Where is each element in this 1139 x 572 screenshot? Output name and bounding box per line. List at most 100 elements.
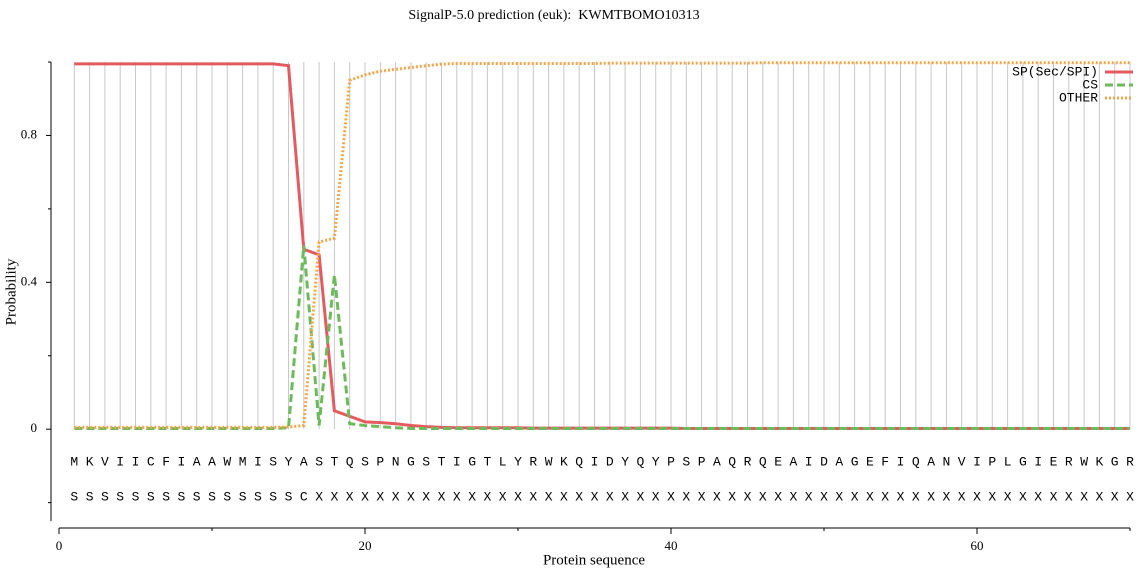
residue: A [927,454,935,469]
prediction-label: X [376,489,384,504]
prediction-label: X [468,489,476,504]
prediction-label: X [560,489,568,504]
prediction-label: X [744,489,752,504]
residue: S [361,454,369,469]
residue: G [407,454,415,469]
residue: F [162,454,170,469]
prediction-label: X [1034,489,1042,504]
prediction-label: X [346,489,354,504]
residue: D [820,454,828,469]
prediction-label: X [988,489,996,504]
prediction-label: X [591,489,599,504]
residue: I [897,454,905,469]
legend-label: OTHER [1059,90,1098,105]
residue: A [789,454,797,469]
y-axis-label: Probability [3,258,19,325]
residue: S [682,454,690,469]
prediction-label: X [407,489,415,504]
residue: K [560,454,568,469]
residue: T [438,454,446,469]
x-tick-label: 40 [665,538,678,553]
y-tick-label: 0 [31,420,38,435]
legend-label: CS [1082,77,1098,92]
residue: W [223,454,231,469]
residue: M [70,454,78,469]
prediction-label: S [223,489,231,504]
y-tick-label: 0.4 [21,273,38,288]
prediction-label: X [514,489,522,504]
prediction-label: X [529,489,537,504]
residue: I [254,454,262,469]
residue: T [483,454,491,469]
residue: G [851,454,859,469]
residue: V [101,454,109,469]
prediction-label: X [575,489,583,504]
prediction-label: S [86,489,94,504]
residue: I [116,454,124,469]
residue: G [1111,454,1119,469]
prediction-label: X [728,489,736,504]
residue: Q [636,454,644,469]
x-axis-label: Protein sequence [543,552,645,568]
residue: R [1065,454,1073,469]
residue: A [193,454,201,469]
x-tick-label: 0 [56,538,63,553]
residue: A [208,454,216,469]
prediction-label: X [330,489,338,504]
residue: W [1080,454,1088,469]
residue: I [1034,454,1042,469]
residue: Q [759,454,767,469]
residue: V [958,454,966,469]
residue: I [132,454,140,469]
prediction-label: X [851,489,859,504]
residue: R [1126,454,1134,469]
residue: Y [621,454,629,469]
prediction-label: S [193,489,201,504]
chart-title: SignalP-5.0 prediction (euk): KWMTBOMO10… [408,8,699,23]
prediction-label: X [1050,489,1058,504]
residue: I [591,454,599,469]
prediction-label: S [177,489,185,504]
residue: L [499,454,507,469]
prediction-label: X [866,489,874,504]
residue: S [422,454,430,469]
residue: C [147,454,155,469]
residue: F [881,454,889,469]
prediction-label: X [606,489,614,504]
prediction-label: X [315,489,323,504]
residue: I [453,454,461,469]
prediction-label: X [652,489,660,504]
prediction-label: S [116,489,124,504]
residue: A [713,454,721,469]
prediction-label: X [759,489,767,504]
series-line [74,245,1130,430]
prediction-label: X [958,489,966,504]
residue: E [774,454,782,469]
residue: S [269,454,277,469]
residue: Q [575,454,583,469]
prediction-label: X [774,489,782,504]
residue: W [545,454,553,469]
prediction-label: X [835,489,843,504]
prediction-label: X [392,489,400,504]
prediction-label: S [239,489,247,504]
residue: S [315,454,323,469]
prediction-label: X [545,489,553,504]
x-tick-label: 60 [971,538,984,553]
prediction-label: S [162,489,170,504]
residue: K [1095,454,1103,469]
residue: Y [514,454,522,469]
prediction-label: X [1019,489,1027,504]
prediction-label: X [942,489,950,504]
prediction-label: S [70,489,78,504]
residue: R [744,454,752,469]
prediction-label: S [208,489,216,504]
residue: N [942,454,950,469]
residue: K [86,454,94,469]
prediction-label: X [820,489,828,504]
residue: L [1004,454,1012,469]
prediction-label: X [422,489,430,504]
residue: I [973,454,981,469]
residue: Y [652,454,660,469]
